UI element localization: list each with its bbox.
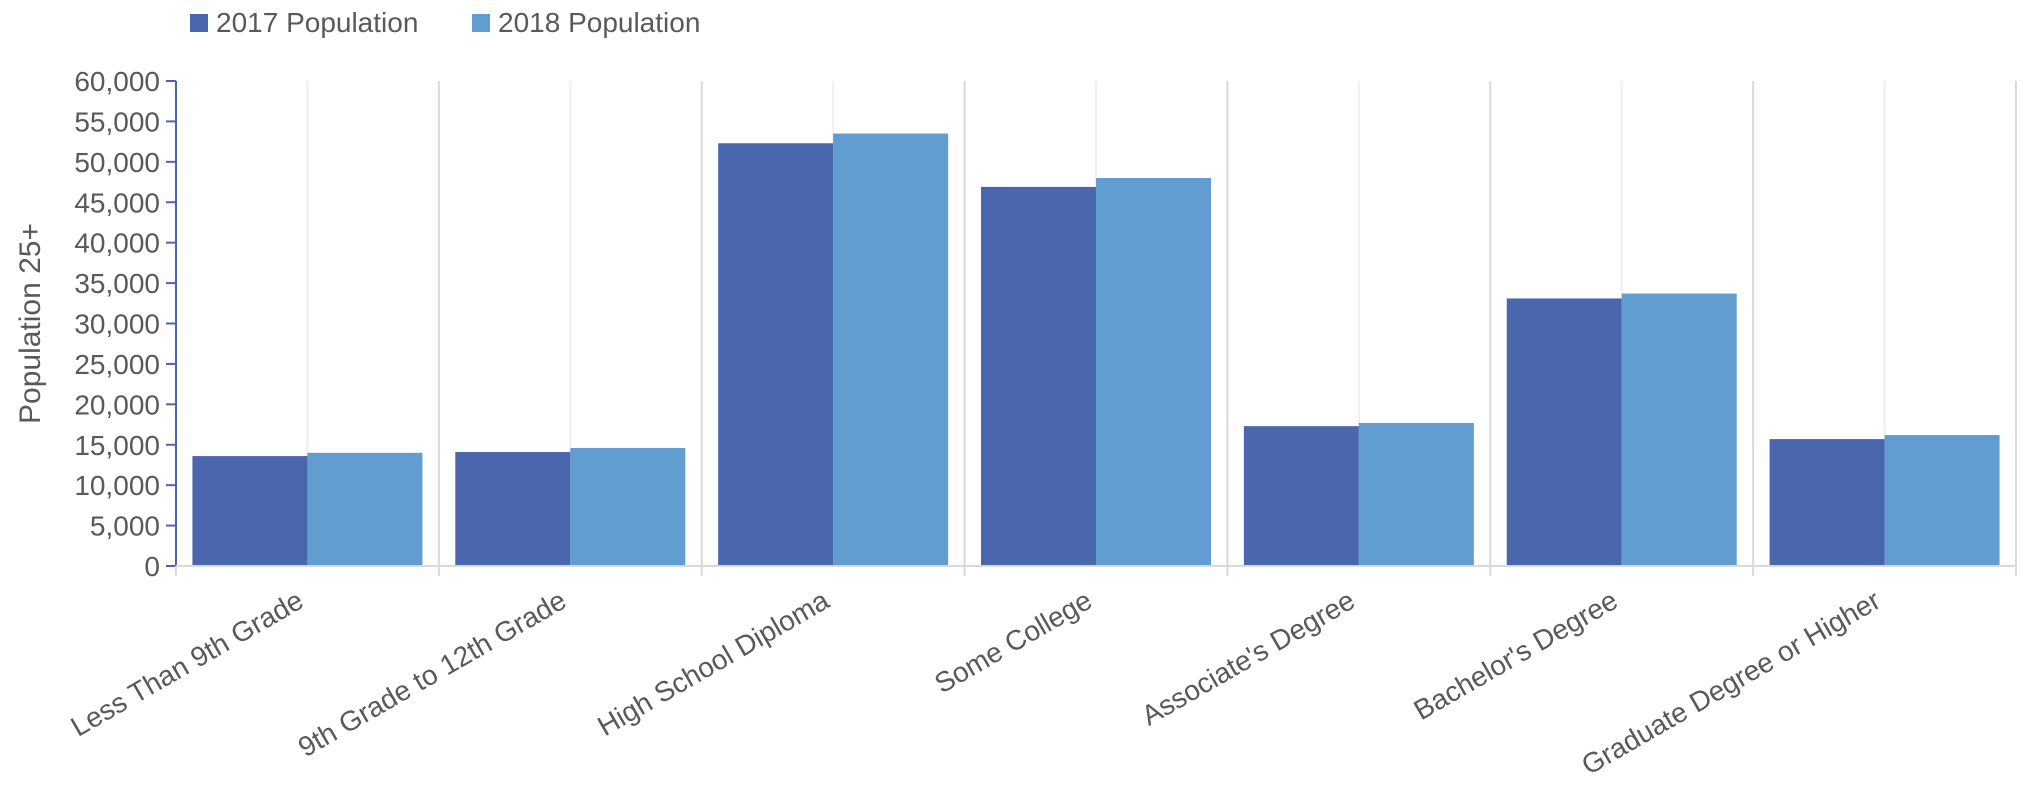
- y-axis-title: Population 25+: [14, 223, 47, 424]
- x-category-label: High School Diploma: [592, 584, 834, 742]
- bar-series2: [1096, 178, 1211, 566]
- y-tick-label: 0: [144, 551, 160, 582]
- legend-swatch: [472, 14, 490, 32]
- legend-swatch: [190, 14, 208, 32]
- x-category-label: Bachelor's Degree: [1408, 584, 1622, 726]
- y-tick-label: 10,000: [74, 470, 160, 501]
- legend-label: 2017 Population: [216, 7, 418, 38]
- bar-series1: [981, 186, 1096, 566]
- bar-series2: [1884, 435, 2000, 566]
- x-category-label: Associate's Degree: [1136, 584, 1360, 731]
- y-tick-labels: 0 5,000 10,000 15,000 20,000 25,000 30,000 35,0…: [74, 66, 160, 582]
- x-category-label: 9th Grade to 12th Grade: [293, 584, 571, 763]
- bar-series2: [1621, 293, 1737, 566]
- bars: [192, 133, 2000, 566]
- y-tick-label: 55,000: [74, 106, 160, 137]
- legend-label: 2018 Population: [498, 7, 700, 38]
- bar-series1: [192, 456, 308, 566]
- y-tick-label: 40,000: [74, 228, 160, 259]
- bar-series1: [1506, 298, 1622, 566]
- y-tick-label: 60,000: [74, 66, 160, 97]
- y-tick-label: 30,000: [74, 309, 160, 340]
- y-tick-label: 15,000: [74, 430, 160, 461]
- bar-series2: [570, 447, 686, 566]
- axes: [166, 80, 2017, 576]
- y-tick-label: 45,000: [74, 187, 160, 218]
- bar-series1: [455, 452, 571, 566]
- y-tick-label: 50,000: [74, 147, 160, 178]
- y-tick-label: 20,000: [74, 389, 160, 420]
- bar-series1: [1243, 426, 1359, 566]
- y-tick-label: 25,000: [74, 349, 160, 380]
- legend: 2017 Population 2018 Population: [190, 7, 700, 38]
- x-category-label: Some College: [929, 584, 1097, 699]
- bar-series2: [1358, 422, 1474, 566]
- bar-series1: [1769, 439, 1885, 566]
- y-tick-label: 5,000: [90, 511, 160, 542]
- x-category-label: Less Than 9th Grade: [66, 584, 309, 742]
- bar-series2: [307, 452, 423, 566]
- y-tick-label: 35,000: [74, 268, 160, 299]
- x-category-label: Graduate Degree or Higher: [1576, 584, 1885, 780]
- bar-series2: [833, 133, 949, 566]
- bar-series1: [718, 143, 834, 566]
